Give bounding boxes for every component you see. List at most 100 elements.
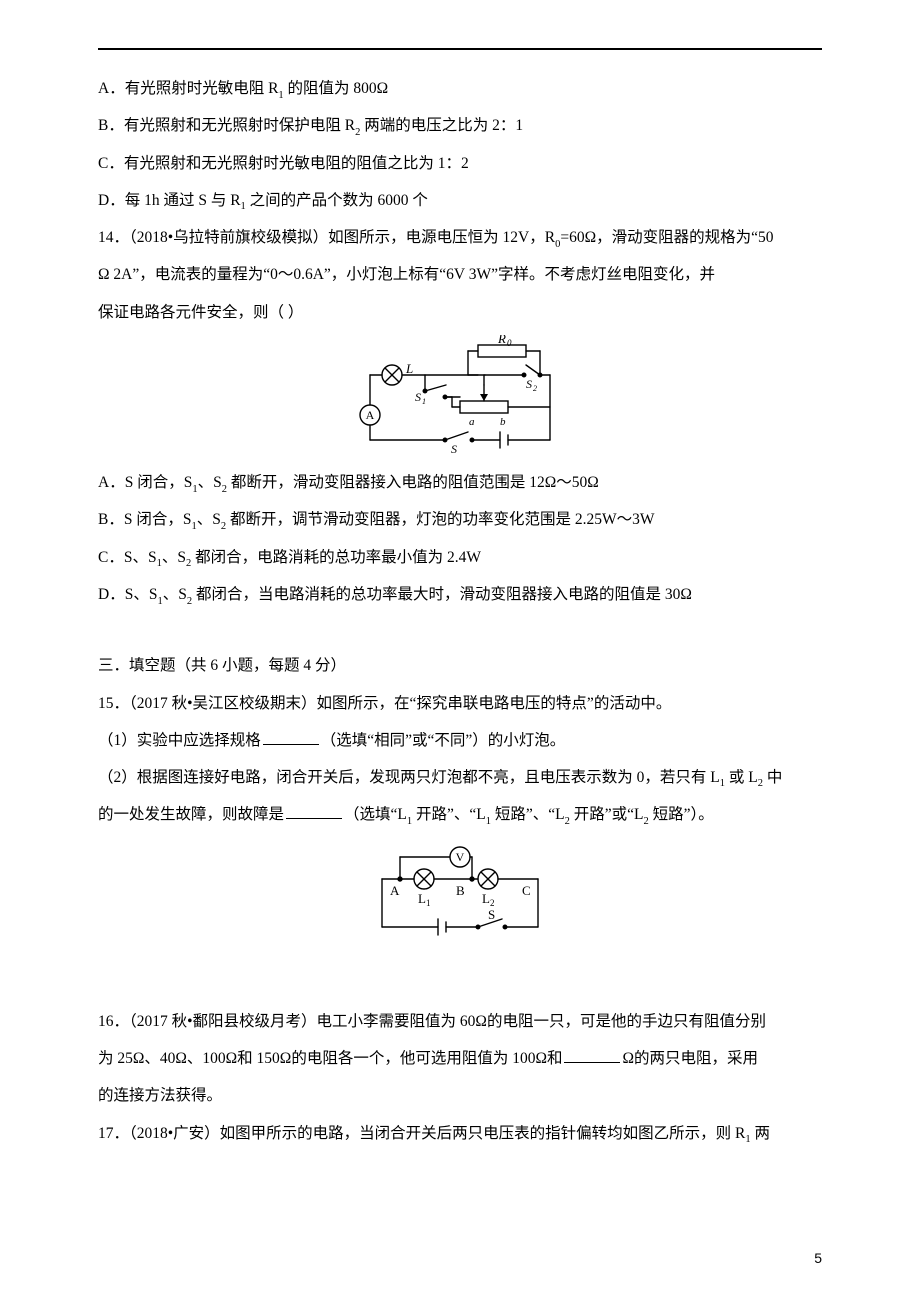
q15-circuit-svg: V A B C L 1 L 2 S xyxy=(360,837,560,947)
label-A: A xyxy=(390,883,400,898)
text: 保证电路各元件安全，则（ ） xyxy=(98,304,303,321)
q13-option-a: A．有光照射时光敏电阻 R1 的阻值为 800Ω xyxy=(98,70,822,107)
section-gap xyxy=(98,613,822,647)
text: 17．（2018•广安）如图甲所示的电路，当闭合开关后两只电压表的指针偏转均如图… xyxy=(98,1125,745,1142)
text: C．有光照射和无光照射时光敏电阻的阻值之比为 1：2 xyxy=(98,155,469,172)
text: A．S 闭合，S xyxy=(98,474,192,491)
text: 、S xyxy=(197,511,221,528)
subscript: 1 xyxy=(407,816,412,827)
top-rule xyxy=(98,48,822,50)
text: 的阻值为 800Ω xyxy=(284,80,389,97)
text: 16．（2017 秋•鄱阳县校级月考）电工小李需要阻值为 60Ω的电阻一只，可是… xyxy=(98,1013,766,1030)
exam-page: A．有光照射时光敏电阻 R1 的阻值为 800Ω B．有光照射和无光照射时保护电… xyxy=(0,0,920,1302)
subscript: 2 xyxy=(565,816,570,827)
text: C．S、S xyxy=(98,549,157,566)
label-L1: L xyxy=(418,891,426,906)
text: 都闭合，当电路消耗的总功率最大时，滑动变阻器接入电路的阻值是 30Ω xyxy=(192,586,692,603)
label-R0: R xyxy=(497,335,506,346)
q14-option-c: C．S、S1、S2 都闭合，电路消耗的总功率最小值为 2.4W xyxy=(98,539,822,576)
subscript: 1 xyxy=(157,558,162,569)
subscript: 2 xyxy=(222,484,227,495)
subscript: 2 xyxy=(355,127,360,138)
subscript: 1 xyxy=(192,484,197,495)
text: （2）根据图连接好电路，闭合开关后，发现两只灯泡都不亮，且电压表示数为 0，若只… xyxy=(98,769,720,786)
text: Ω 2A”，电流表的量程为“0～0.6A”，小灯泡上标有“6V 3W”字样。不考… xyxy=(98,266,715,283)
text: （1）实验中应选择规格 xyxy=(98,732,261,749)
text: 或 L xyxy=(725,769,758,786)
subscript: 2 xyxy=(186,558,191,569)
page-number: 5 xyxy=(814,1242,822,1276)
q14-option-d: D．S、S1、S2 都闭合，当电路消耗的总功率最大时，滑动变阻器接入电路的阻值是… xyxy=(98,576,822,613)
text: 、S xyxy=(162,549,186,566)
label-C: C xyxy=(522,883,531,898)
label-L1-sub: 1 xyxy=(426,898,431,908)
subscript: 2 xyxy=(643,816,648,827)
text: 都断开，调节滑动变阻器，灯泡的功率变化范围是 2.25W～3W xyxy=(226,511,654,528)
figure-gap xyxy=(98,959,822,993)
text: 14．（2018•乌拉特前旗校级模拟）如图所示，电源电压恒为 12V，R xyxy=(98,229,555,246)
subscript: 1 xyxy=(720,778,725,789)
subscript: 2 xyxy=(187,596,192,607)
text: 为 25Ω、40Ω、100Ω和 150Ω的电阻各一个，他可选用阻值为 100Ω和 xyxy=(98,1050,562,1067)
label-A: A xyxy=(366,408,375,422)
subscript: 1 xyxy=(486,816,491,827)
text: 都闭合，电路消耗的总功率最小值为 2.4W xyxy=(191,549,481,566)
label-S: S xyxy=(451,442,457,453)
text: 、S xyxy=(198,474,222,491)
q16-line3: 的连接方法获得。 xyxy=(98,1077,822,1114)
label-S1-sub: 1 xyxy=(422,397,426,406)
text: B．有光照射和无光照射时保护电阻 R xyxy=(98,117,355,134)
text: D．S、S xyxy=(98,586,157,603)
label-B: B xyxy=(456,883,465,898)
text: 、S xyxy=(163,586,187,603)
label-S2: S xyxy=(526,377,532,391)
q14-stem-line-1: 14．（2018•乌拉特前旗校级模拟）如图所示，电源电压恒为 12V，R0=60… xyxy=(98,219,822,256)
text: 开路”、“L xyxy=(412,806,486,823)
fill-blank[interactable] xyxy=(564,1049,620,1063)
text: （选填“相同”或“不同”）的小灯泡。 xyxy=(321,732,566,749)
q15-stem: 15．（2017 秋•吴江区校级期末）如图所示，在“探究串联电路电压的特点”的活… xyxy=(98,685,822,722)
subscript: 2 xyxy=(221,521,226,532)
subscript: 0 xyxy=(555,239,560,250)
text: D．每 1h 通过 S 与 R xyxy=(98,192,241,209)
text: A．有光照射时光敏电阻 R xyxy=(98,80,278,97)
q14-option-a: A．S 闭合，S1、S2 都断开，滑动变阻器接入电路的阻值范围是 12Ω～50Ω xyxy=(98,464,822,501)
q15-circuit-figure: V A B C L 1 L 2 S xyxy=(98,837,822,951)
content-body: A．有光照射时光敏电阻 R1 的阻值为 800Ω B．有光照射和无光照射时保护电… xyxy=(98,70,822,1152)
text: 之间的产品个数为 6000 个 xyxy=(246,192,428,209)
text: 三．填空题（共 6 小题，每题 4 分） xyxy=(98,657,346,674)
subscript: 1 xyxy=(157,596,162,607)
q15-part2-line2: 的一处发生故障，则故障是（选填“L1 开路”、“L1 短路”、“L2 开路”或“… xyxy=(98,796,822,833)
text: 开路”或“L xyxy=(570,806,644,823)
label-S2-sub: 2 xyxy=(533,384,537,393)
fill-blank[interactable] xyxy=(286,805,342,819)
q14-stem-line-3: 保证电路各元件安全，则（ ） xyxy=(98,294,822,331)
subscript: 1 xyxy=(745,1134,750,1145)
subscript: 1 xyxy=(191,521,196,532)
text: 中 xyxy=(763,769,782,786)
label-S1: S xyxy=(415,390,421,404)
most-name=: 15．（2017 秋•吴江区校级期末）如图所示，在“探究串联电路电压的特点”的活… xyxy=(98,695,671,712)
text: 都断开，滑动变阻器接入电路的阻值范围是 12Ω～50Ω xyxy=(227,474,599,491)
q13-option-c: C．有光照射和无光照射时光敏电阻的阻值之比为 1：2 xyxy=(98,145,822,182)
label-V: V xyxy=(456,850,465,864)
q17-line1: 17．（2018•广安）如图甲所示的电路，当闭合开关后两只电压表的指针偏转均如图… xyxy=(98,1115,822,1152)
subscript: 1 xyxy=(241,201,246,212)
label-a: a xyxy=(469,416,475,428)
q14-stem-line-2: Ω 2A”，电流表的量程为“0～0.6A”，小灯泡上标有“6V 3W”字样。不考… xyxy=(98,256,822,293)
text: （选填“L xyxy=(344,806,407,823)
text: Ω的两只电阻，采用 xyxy=(622,1050,758,1067)
text: =60Ω，滑动变阻器的规格为“50 xyxy=(560,229,773,246)
text: 两端的电压之比为 2：1 xyxy=(360,117,523,134)
text: 短路”）。 xyxy=(649,806,714,823)
label-b: b xyxy=(500,416,506,428)
label-R0-sub: 0 xyxy=(507,338,512,348)
q16-line1: 16．（2017 秋•鄱阳县校级月考）电工小李需要阻值为 60Ω的电阻一只，可是… xyxy=(98,1003,822,1040)
subscript: 1 xyxy=(278,90,283,101)
q14-circuit-svg: R 0 L S 1 S 2 a b S A xyxy=(350,335,570,453)
q13-option-d: D．每 1h 通过 S 与 R1 之间的产品个数为 6000 个 xyxy=(98,182,822,219)
fill-blank[interactable] xyxy=(263,731,319,745)
label-S: S xyxy=(488,907,495,922)
text: 的连接方法获得。 xyxy=(98,1087,222,1104)
text: 的一处发生故障，则故障是 xyxy=(98,806,284,823)
